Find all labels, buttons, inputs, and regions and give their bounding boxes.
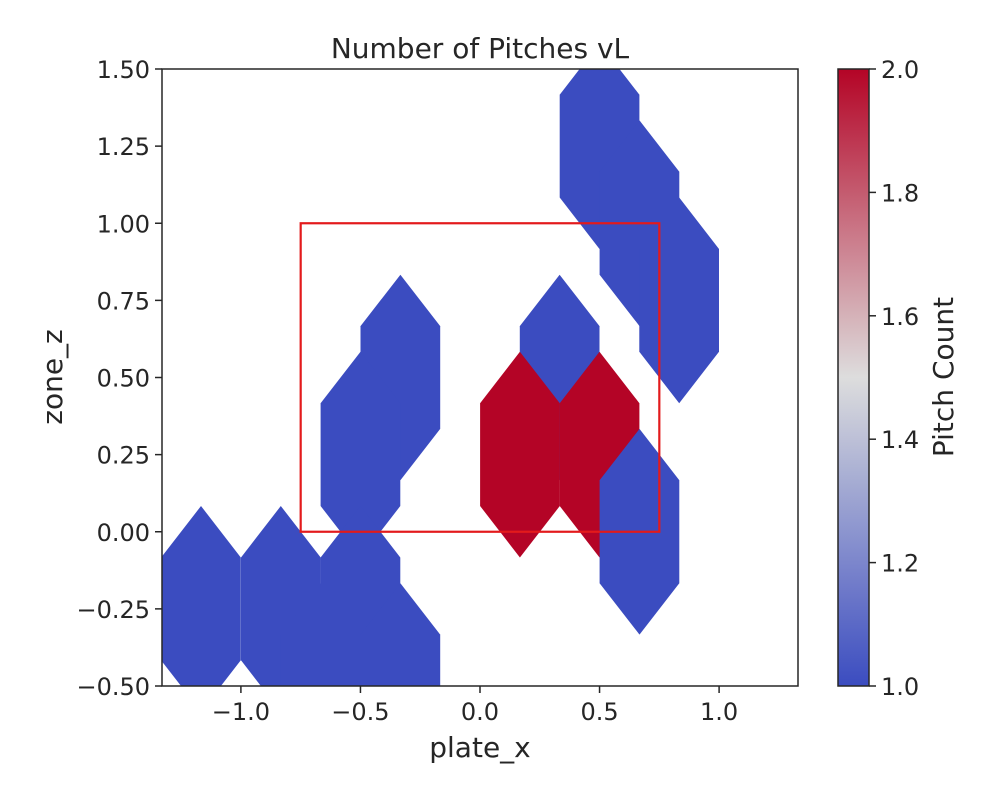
x-axis: −1.0 −0.5 0.0 0.5 1.0 bbox=[212, 686, 738, 726]
hex-cell bbox=[280, 583, 361, 686]
y-tick-label: −0.25 bbox=[76, 596, 150, 624]
x-tick-label: 0.0 bbox=[461, 698, 499, 726]
x-tick-label: −0.5 bbox=[331, 698, 389, 726]
colorbar-tick-label: 1.2 bbox=[881, 550, 919, 578]
y-axis: −0.50 −0.25 0.00 0.25 0.50 0.75 1.00 1.25 1.50 bbox=[76, 56, 162, 701]
x-tick-label: −1.0 bbox=[212, 698, 270, 726]
y-axis-label: zone_z bbox=[36, 329, 69, 425]
y-tick-label: 0.50 bbox=[97, 365, 150, 393]
chart-title: Number of Pitches vL bbox=[331, 32, 630, 65]
x-axis-label: plate_x bbox=[429, 731, 531, 764]
colorbar-tick-label: 1.6 bbox=[881, 303, 919, 331]
colorbar-label: Pitch Count bbox=[927, 297, 960, 457]
colorbar-axis: 1.0 1.2 1.4 1.6 1.8 2.0 bbox=[869, 56, 919, 701]
y-tick-label: 1.00 bbox=[97, 210, 150, 238]
hexbin-cells bbox=[162, 69, 719, 686]
y-tick-label: 0.25 bbox=[97, 442, 150, 470]
hex-cell bbox=[162, 506, 241, 686]
y-tick-label: 0.75 bbox=[97, 287, 150, 315]
x-tick-label: 1.0 bbox=[700, 698, 738, 726]
strike-zone-box bbox=[299, 222, 661, 533]
y-tick-label: −0.50 bbox=[76, 673, 150, 701]
colorbar-tick-label: 1.8 bbox=[881, 179, 919, 207]
colorbar-tick-label: 1.4 bbox=[881, 426, 919, 454]
colorbar-tick-label: 2.0 bbox=[881, 56, 919, 84]
hex-cell bbox=[480, 351, 560, 558]
hex-cell bbox=[360, 583, 441, 686]
hex-cell bbox=[320, 351, 401, 558]
x-tick-label: 0.5 bbox=[580, 698, 618, 726]
y-tick-label: 0.00 bbox=[97, 519, 150, 547]
colorbar-tick-label: 1.0 bbox=[881, 673, 919, 701]
y-tick-label: 1.50 bbox=[97, 56, 150, 84]
y-tick-label: 1.25 bbox=[97, 133, 150, 161]
colorbar bbox=[837, 68, 870, 687]
